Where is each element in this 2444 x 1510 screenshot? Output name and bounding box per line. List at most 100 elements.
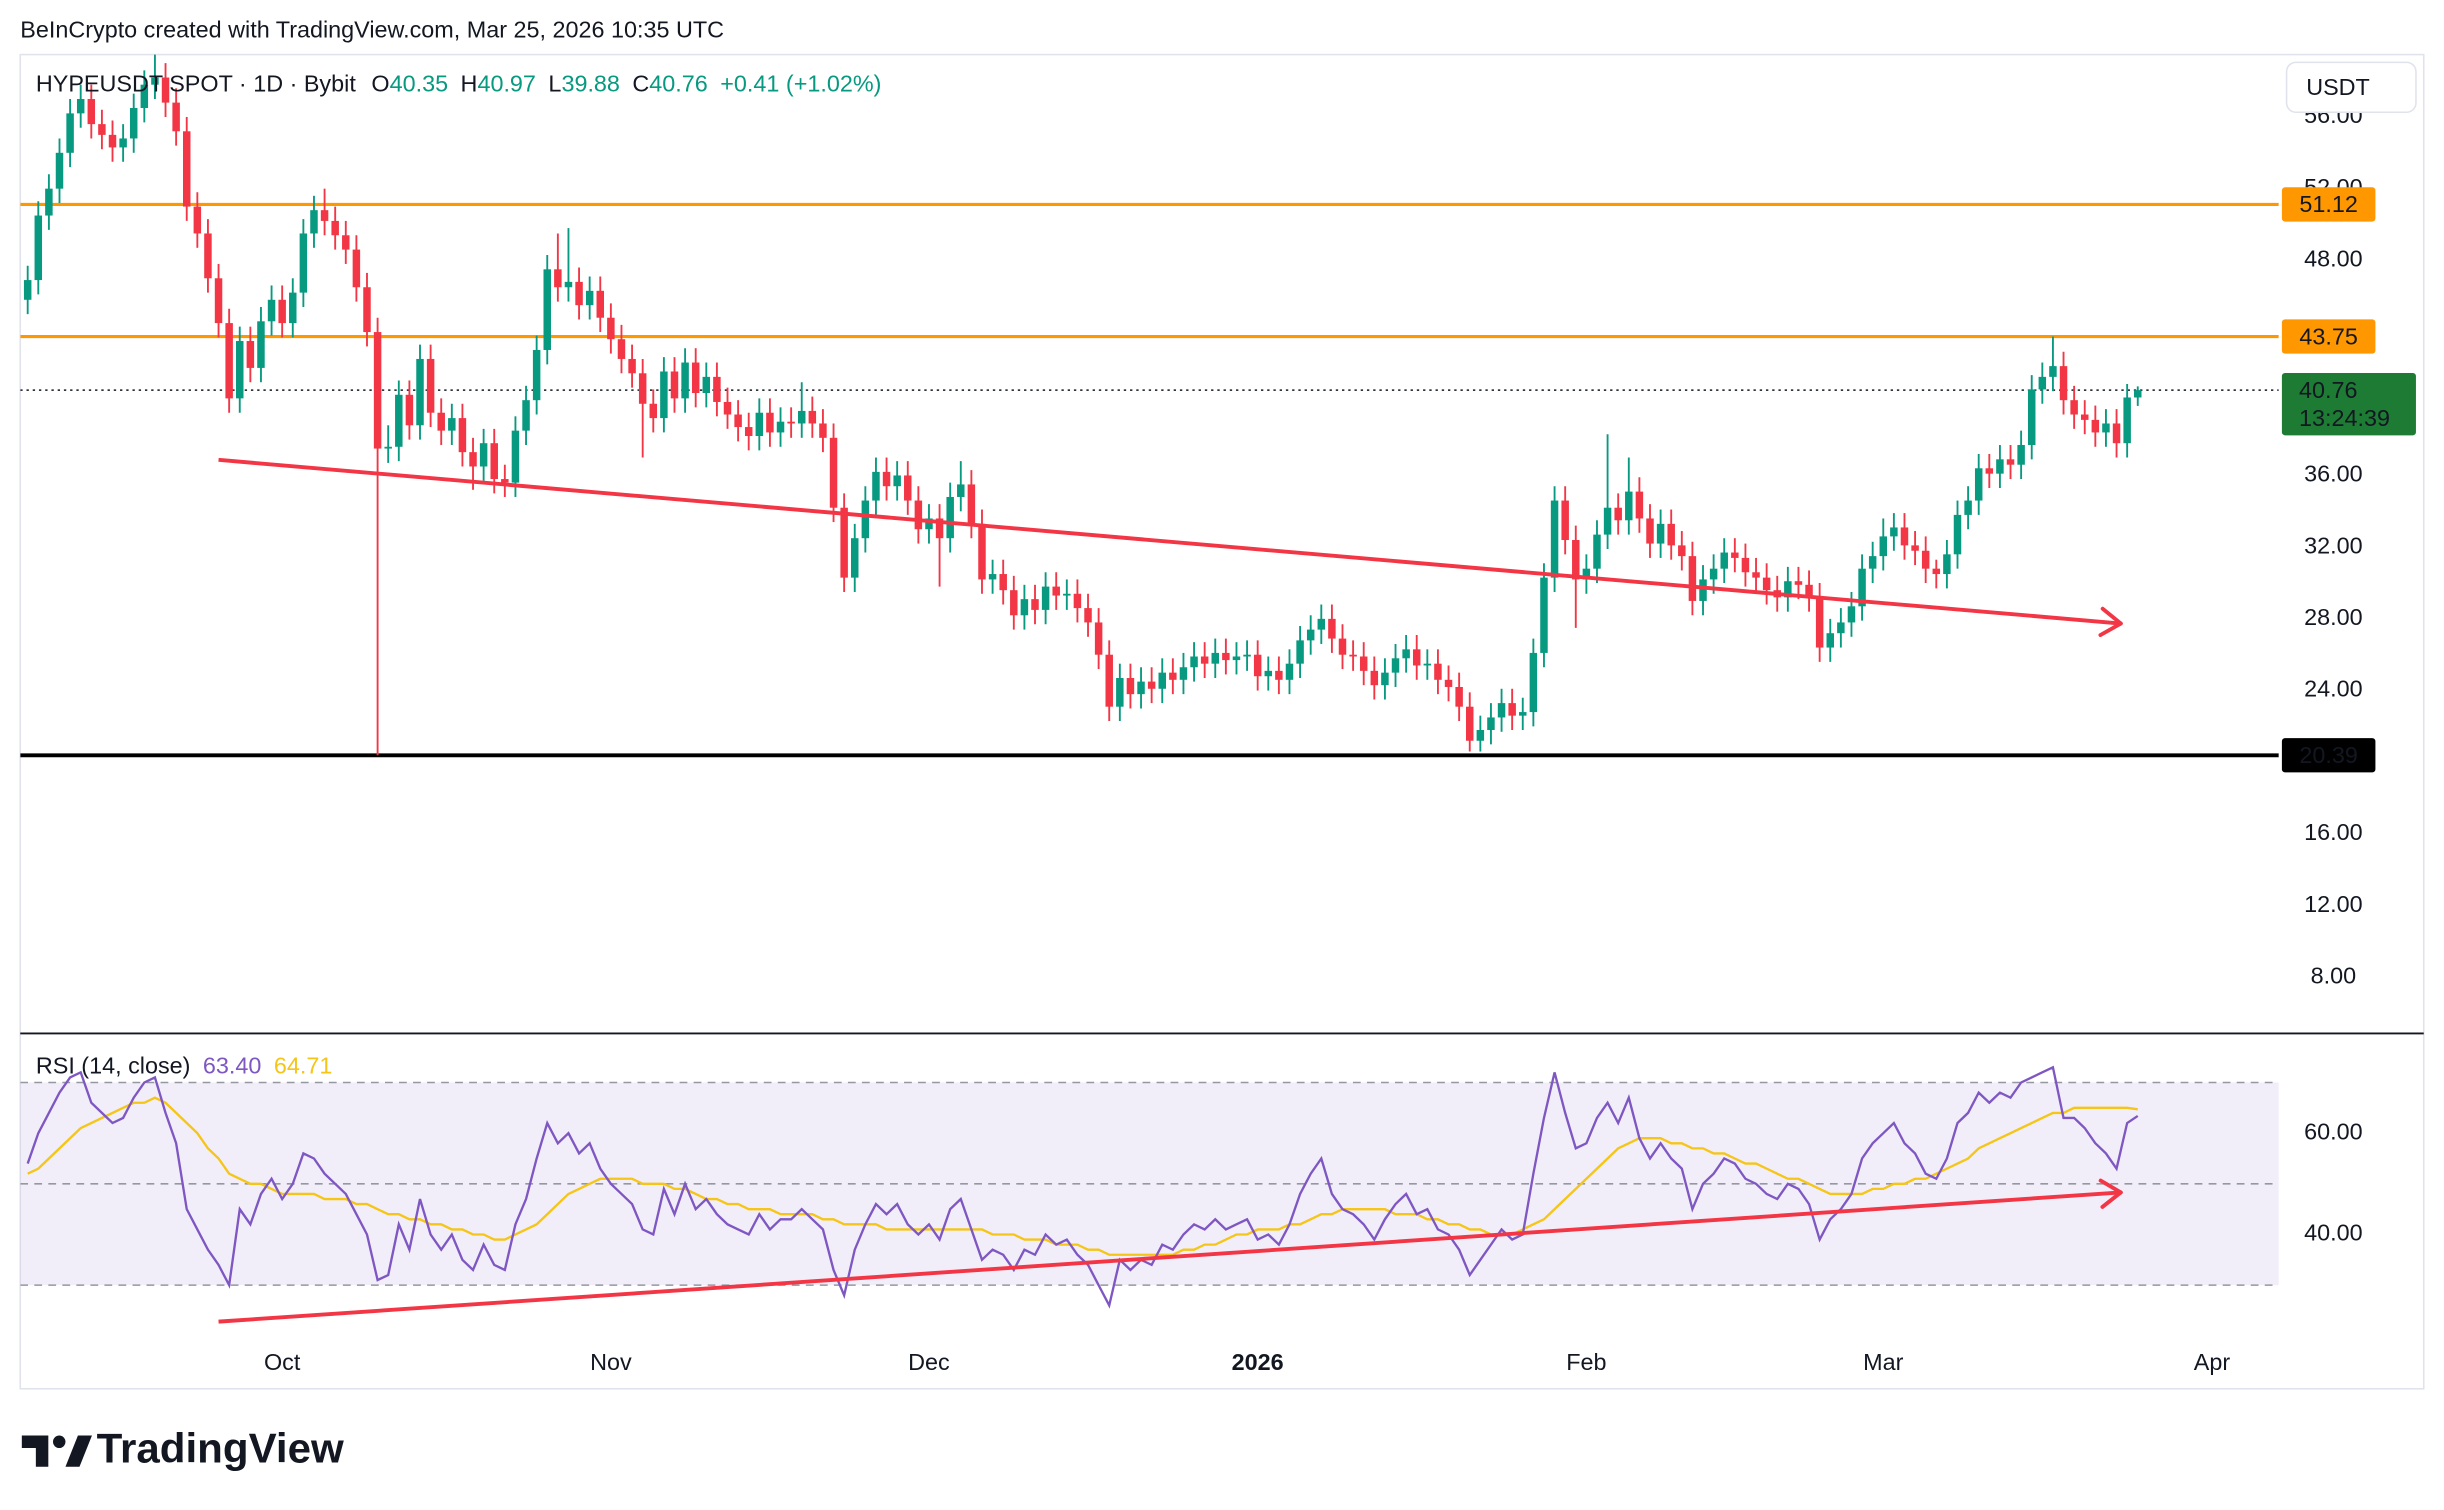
candle-body (1094, 622, 1103, 655)
candle-body (575, 281, 583, 306)
candle-body (225, 323, 233, 399)
candle-body (1805, 584, 1813, 598)
candle-body (342, 235, 350, 250)
logo-mark (21, 1435, 92, 1467)
level-badge (2281, 738, 2376, 773)
candle-body (649, 403, 658, 419)
candle-body (1116, 678, 1124, 707)
candle-body (320, 210, 329, 221)
candle-body (935, 518, 944, 539)
candle-body (1911, 545, 1919, 551)
candle-body (1084, 608, 1092, 623)
candle-body (1667, 523, 1675, 546)
candle-body (1784, 581, 1792, 598)
logo-shape (65, 1435, 92, 1467)
candle-body (2049, 366, 2057, 377)
y-tick-label: 12.00 (2304, 891, 2362, 917)
candle-body (108, 134, 117, 148)
candle-body (755, 412, 764, 437)
level-label: 51.12 (2299, 191, 2357, 217)
candle-body (1211, 652, 1220, 664)
candle-body (1169, 672, 1177, 680)
rsi-legend: RSI (14, close) 63.40 64.71 (36, 1053, 333, 1079)
candle-body (978, 523, 986, 580)
candle-body (829, 437, 838, 508)
x-tick-label: Oct (264, 1349, 301, 1375)
candle-body (458, 418, 467, 453)
header-caption: BeInCrypto created with TradingView.com,… (20, 16, 724, 42)
candle-body (1412, 649, 1421, 666)
candle-body (872, 471, 880, 501)
candle-body (1572, 539, 1580, 580)
candle-body (744, 427, 753, 437)
candle-body (1359, 656, 1368, 671)
candle-body (1466, 706, 1474, 741)
candle-body (1338, 638, 1347, 655)
candle-body (1656, 523, 1665, 544)
x-tick-label: Nov (590, 1349, 632, 1375)
ohlc-label: C (632, 71, 649, 97)
candle-body (1253, 654, 1262, 677)
rsi-ma-value: 64.71 (274, 1053, 333, 1079)
candle-body (1126, 678, 1135, 695)
candle-body (702, 376, 711, 394)
arrowhead (2100, 606, 2123, 626)
candle-body (988, 574, 997, 580)
candle-body (1540, 577, 1548, 653)
y-tick-label: 60.00 (2304, 1118, 2362, 1144)
candle-body (596, 290, 605, 318)
candle-body (23, 280, 32, 300)
candle-body (1158, 672, 1166, 689)
logo-text: TradingView (97, 1424, 344, 1471)
candle-body (1646, 518, 1654, 544)
ohlc-label: H (461, 71, 478, 97)
candles (20, 54, 2279, 758)
candle-body (214, 278, 223, 324)
ohlc-value: 40.76 (649, 71, 708, 97)
candle-body (522, 400, 530, 431)
rsi-lines (20, 1065, 2279, 1324)
x-tick-label: Dec (908, 1349, 950, 1375)
candle-body (1868, 556, 1877, 569)
x-tick-label: Feb (1566, 1349, 1606, 1375)
currency-button[interactable] (2285, 61, 2417, 114)
candle-body (1476, 729, 1485, 741)
candle-body (1762, 577, 1771, 591)
candle-body (2038, 376, 2047, 390)
candle-body (1529, 652, 1538, 713)
candle-body (1900, 527, 1909, 546)
candle-body (140, 84, 149, 108)
candle-body (299, 233, 308, 293)
candle-body (267, 299, 276, 322)
y-tick-label: 16.00 (2304, 819, 2362, 845)
candle-body (1921, 550, 1930, 569)
candle-body (607, 317, 615, 340)
currency-label[interactable]: USDT (2306, 74, 2370, 100)
candle-body (2112, 423, 2121, 444)
candle-body (1603, 507, 1612, 535)
candle-body (331, 220, 339, 236)
candle-body (1582, 568, 1591, 580)
candle-body (1147, 681, 1156, 689)
arrowhead (2100, 1190, 2123, 1209)
candle-body (1317, 618, 1326, 630)
candle-body (310, 210, 318, 234)
candle-body (1879, 536, 1888, 557)
y-tick-label: 40.00 (2304, 1220, 2362, 1246)
candle-body (204, 233, 212, 279)
candle-body (66, 113, 74, 153)
candle-body (1391, 658, 1400, 673)
candle-body (1847, 606, 1856, 623)
candle-body (713, 376, 721, 402)
candle-body (1031, 599, 1039, 610)
candle-body (1635, 491, 1644, 519)
candle-body (246, 341, 255, 368)
candle-body (172, 102, 180, 132)
candle-body (691, 362, 700, 394)
candle-body (236, 341, 244, 399)
trendline (218, 1190, 2121, 1324)
trendline (218, 457, 2121, 626)
candle-body (957, 484, 965, 497)
candle-body (1434, 663, 1442, 680)
candle-body (1720, 552, 1728, 569)
